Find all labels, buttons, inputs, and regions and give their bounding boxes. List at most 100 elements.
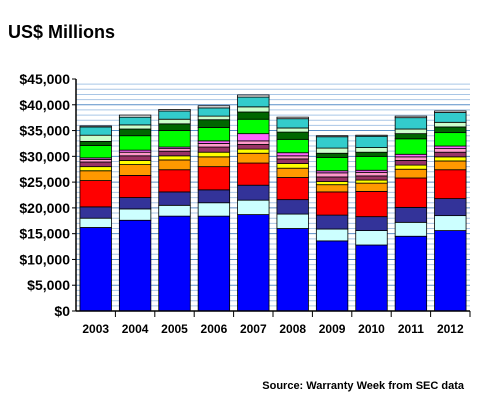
bar-segment	[118, 151, 152, 157]
bar-segment	[394, 117, 428, 130]
bar-segment	[276, 167, 309, 178]
bar-segment	[394, 177, 428, 208]
bar-segment	[355, 175, 388, 181]
bar-segment	[434, 121, 467, 128]
bar-segment	[434, 169, 467, 200]
bar-segment	[276, 213, 309, 229]
bar-segment	[355, 171, 388, 177]
bar-segment	[237, 94, 270, 98]
bar-segment	[276, 163, 309, 169]
bar-segment	[197, 151, 231, 158]
bar-segment	[315, 181, 349, 186]
bar-segment	[394, 164, 428, 170]
x-tick-label: 2003	[82, 322, 109, 336]
y-tick-label: $5,000	[27, 277, 70, 293]
bar-segment	[237, 184, 270, 201]
bar-segment	[118, 124, 152, 130]
x-tick-label: 2010	[358, 322, 385, 336]
bar-segment	[237, 199, 270, 215]
bar-segment	[79, 227, 112, 312]
bar-segment	[394, 133, 428, 140]
bar-segment	[158, 130, 191, 148]
bar-segment	[276, 131, 309, 140]
y-tick-label: $0	[54, 303, 70, 319]
bar-segment	[315, 176, 349, 182]
bar-segment	[394, 206, 428, 223]
bar-segment	[118, 135, 152, 151]
bar-segment	[118, 155, 152, 161]
bar-segment	[79, 145, 112, 159]
bar-segment	[197, 202, 231, 217]
bar-segment	[355, 244, 388, 312]
bar-segment	[355, 182, 388, 192]
bar-segment	[355, 216, 388, 231]
bar-segment	[158, 191, 191, 206]
bar-segment	[158, 110, 191, 120]
x-tick-label: 2006	[201, 322, 228, 336]
bar-segment	[118, 116, 152, 126]
bar-segment	[79, 126, 112, 136]
bar-segment	[276, 155, 309, 160]
bar-segment	[276, 118, 309, 129]
bar-segment	[237, 148, 270, 154]
bar-segment	[237, 133, 270, 142]
bar-segment	[276, 228, 309, 312]
bar-segment	[237, 111, 270, 120]
bar-segment	[276, 138, 309, 154]
bars-layer	[79, 94, 467, 312]
bar-segment	[434, 110, 467, 113]
bar-segment	[197, 189, 231, 204]
x-tick-label: 2011	[398, 322, 424, 336]
bar-segment	[394, 168, 428, 179]
bar-segment	[79, 140, 112, 146]
bar-segment	[118, 160, 152, 165]
bar-segment	[79, 206, 112, 219]
bar-segment	[434, 160, 467, 171]
bar-segment	[158, 123, 191, 131]
bar-segment	[197, 127, 231, 142]
bar-segment	[355, 151, 388, 157]
bar-segment	[276, 199, 309, 215]
bar-segment	[394, 235, 428, 312]
bar-segment	[394, 115, 428, 119]
bar-segment	[197, 143, 231, 148]
bar-segment	[197, 215, 231, 312]
bar-segment	[276, 177, 309, 201]
y-tick-label: $25,000	[19, 174, 70, 190]
bar-segment	[315, 135, 349, 138]
x-tick-label: 2009	[319, 322, 346, 336]
bar-segment	[237, 162, 270, 186]
bar-segment	[158, 204, 191, 217]
bar-segment	[118, 164, 152, 176]
bar-segment	[79, 125, 112, 128]
bar-segment	[237, 118, 270, 135]
bar-segment	[315, 152, 349, 158]
bar-segment	[315, 136, 349, 149]
bar-segment	[394, 128, 428, 135]
x-tick-label: 2007	[240, 322, 267, 336]
bar-segment	[434, 148, 467, 153]
bar-segment	[315, 147, 349, 154]
y-tick-label: $15,000	[19, 226, 70, 242]
bar-segment	[276, 127, 309, 133]
bar-segment	[197, 146, 231, 153]
bar-segment	[197, 156, 231, 168]
bar-segment	[158, 159, 191, 171]
bar-segment	[315, 240, 349, 312]
bar-segment	[118, 208, 152, 221]
bar-segment	[355, 155, 388, 171]
y-tick-label: $35,000	[19, 123, 70, 139]
x-tick-label: 2004	[122, 322, 149, 336]
bar-segment	[355, 147, 388, 153]
bar-segment	[79, 170, 112, 181]
bar-segment	[394, 160, 428, 166]
bar-segment	[237, 144, 270, 150]
bar-segment	[315, 172, 349, 178]
bar-segment	[276, 116, 309, 120]
y-tick-label: $10,000	[19, 251, 70, 267]
x-tick-label: 2012	[437, 322, 464, 336]
bar-segment	[434, 151, 467, 158]
bar-segment	[355, 190, 388, 218]
bar-segment	[158, 155, 191, 161]
